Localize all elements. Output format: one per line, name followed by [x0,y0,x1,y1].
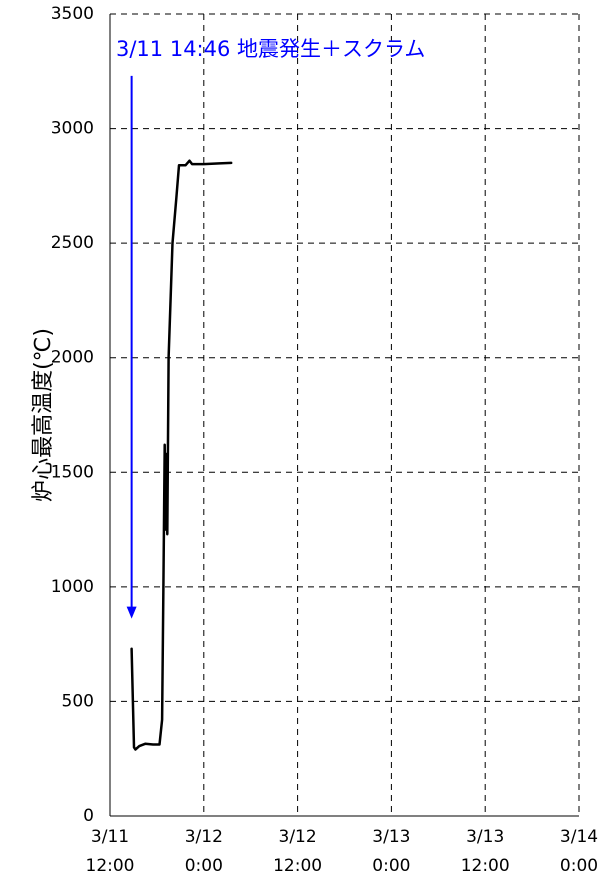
series-group [130,159,233,751]
x-tick-label: 0:00 [560,856,598,876]
x-tick-label: 12:00 [273,856,322,876]
annotation-arrow-head [126,606,137,619]
y-tick-label: 500 [62,691,94,711]
annotation-text: 3/11 14:46 地震発生＋スクラム [116,37,425,61]
axes [109,14,579,817]
grid [110,13,580,816]
y-tick-label: 1500 [51,462,94,482]
x-tick-label: 0:00 [372,856,410,876]
y-tick-label: 0 [83,806,94,826]
x-tick-label: 3/12 [279,827,317,847]
x-tick-label: 12:00 [461,856,510,876]
y-tick-label: 2500 [51,233,94,253]
x-tick-label: 12:00 [86,856,135,876]
x-tick-label: 3/12 [185,827,223,847]
plot-area [110,14,579,816]
series-line [130,159,233,751]
annotation: 3/11 14:46 地震発生＋スクラム [116,37,425,619]
x-tick-label: 3/11 [91,827,129,847]
x-tick-labels: 3/11 12:00 3/12 0:00 3/12 12:00 3/13 0:00 3/13 12… [86,827,599,876]
y-tick-label: 3000 [51,119,94,139]
y-tick-labels: 0 500 1000 1500 2000 2500 3000 3500 [51,4,94,826]
x-tick-label: 3/13 [466,827,504,847]
x-tick-label: 3/14 [560,827,598,847]
y-axis-label: 炉心最高温度(℃) [31,328,56,502]
y-tick-label: 1000 [51,577,94,597]
y-tick-label: 3500 [51,4,94,24]
x-tick-label: 0:00 [185,856,223,876]
x-tick-label: 3/13 [372,827,410,847]
y-tick-label: 2000 [51,348,94,368]
